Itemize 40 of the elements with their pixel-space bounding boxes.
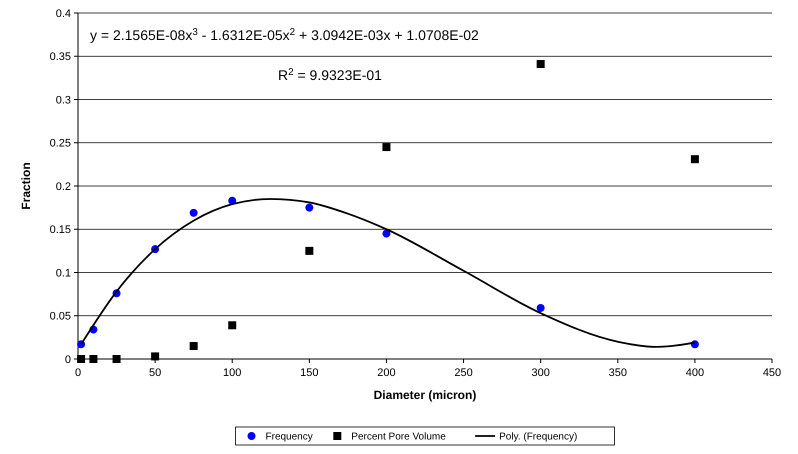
x-tick-label: 50 (148, 367, 162, 379)
legend-label: Frequency (266, 432, 313, 442)
y-tick-label: 0.15 (50, 224, 71, 236)
annotation: R$^{2}$ = 9.9323E-01 (278, 66, 382, 83)
y-tick-label: 0.2 (56, 180, 71, 193)
point (536, 304, 545, 312)
y-tick-label: 0.05 (50, 310, 71, 323)
x-axis-title: Diameter (micron) (374, 388, 476, 402)
point (382, 143, 390, 152)
point (536, 60, 545, 68)
x-tick-label: 0 (74, 367, 82, 379)
point (228, 321, 236, 330)
point (151, 352, 160, 360)
x-tick-label: 450 (762, 367, 782, 379)
y-tick-label: 0.35 (50, 51, 71, 64)
y-tick-label: 0 (64, 354, 71, 366)
annotation: y = 2.1565E-08x$^{3}$ - 1.6312E-05x$^{2}$ + 3.0942E-03x + 1.0708E-02 (90, 26, 480, 43)
point (89, 355, 98, 363)
y-tick-label: 0.1 (56, 267, 71, 280)
legend-label: Percent Pore Volume (351, 432, 446, 442)
x-tick-label: 350 (608, 367, 627, 379)
y-tick-label: 0.3 (56, 94, 71, 106)
x-tick-label: 300 (531, 367, 550, 379)
point (382, 230, 390, 238)
point (77, 355, 86, 363)
x-tick-label: 100 (223, 367, 242, 379)
point (305, 204, 314, 212)
x-tick-label: 150 (300, 367, 319, 379)
y-tick-label: 0.4 (56, 8, 71, 20)
point (690, 155, 699, 164)
x-tick-label: 400 (686, 367, 704, 379)
point (112, 355, 121, 363)
x-tick-label: 250 (454, 367, 473, 379)
legend-label: Poly. (Frequency) (499, 432, 578, 442)
y-axis-title: Fraction (19, 162, 33, 210)
point (190, 208, 198, 217)
point (190, 342, 198, 350)
y-tick-label: 0.25 (50, 138, 71, 150)
point (305, 246, 314, 255)
x-tick-label: 200 (377, 367, 396, 379)
